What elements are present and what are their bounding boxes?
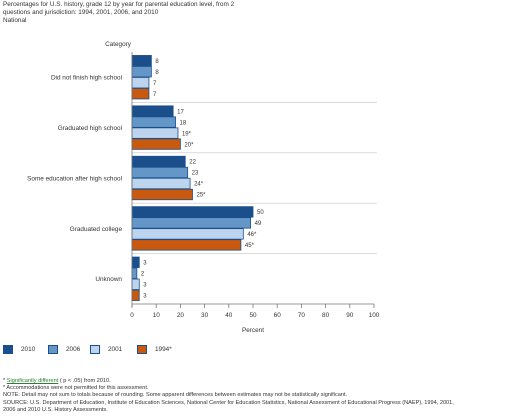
legend-swatch: [90, 345, 100, 354]
x-tick-label: 80: [322, 312, 330, 319]
bar-value-label: 3: [143, 283, 147, 289]
bar-value-label: 19*: [182, 131, 192, 137]
bar-value-label: 50: [257, 210, 264, 216]
category-label: Graduated college: [70, 226, 123, 233]
bar-value-label: 3: [143, 294, 147, 300]
accommodations-note: * Accommodations were not permitted for …: [3, 385, 149, 392]
significance-link[interactable]: Significantly different: [6, 378, 59, 384]
bar-value-label: 17: [177, 109, 184, 115]
legend-item: 1994*: [137, 345, 172, 354]
x-tick-label: 20: [177, 312, 185, 319]
jurisdiction-label: National: [3, 17, 27, 25]
bar-value-label: 20*: [184, 142, 194, 148]
significance-star: *: [3, 378, 6, 384]
legend-item: 2006: [48, 345, 80, 354]
bar: [131, 239, 242, 251]
bar: [131, 217, 251, 229]
legend-swatch: [137, 345, 147, 354]
x-tick-label: 10: [153, 312, 161, 319]
x-tick-label: 100: [369, 312, 380, 319]
category-label: Unknown: [95, 276, 122, 283]
bar-value-label: 46*: [247, 232, 257, 238]
bar: [131, 155, 186, 168]
bar-value-label: 25*: [197, 193, 207, 199]
bar-value-label: 2: [141, 272, 145, 278]
bar-chart: Category Did not finish high school 8 8 7 7 Gr…: [27, 41, 380, 334]
bar: [131, 88, 150, 100]
x-tick-label: 50: [249, 312, 257, 319]
legend-swatch: [48, 345, 58, 354]
bar-value-label: 7: [153, 92, 157, 98]
source-note-line-1: SOURCE: U.S. Department of Education, In…: [3, 399, 454, 406]
x-tick-label: 0: [130, 312, 134, 319]
bar-value-label: 7: [153, 81, 157, 87]
bar-value-label: 24*: [194, 182, 204, 188]
significance-note: * Significantly different ( p < .05) fro…: [3, 378, 523, 385]
rounding-note: NOTE: Detail may not sum to totals becau…: [3, 392, 348, 399]
bar: [131, 116, 176, 128]
bar-value-label: 8: [155, 59, 159, 65]
bar-value-label: 49: [255, 221, 262, 227]
bar: [131, 206, 254, 218]
legend-label: 2006: [66, 346, 81, 353]
category-label: Some education after high school: [27, 175, 122, 182]
x-tick-label: 90: [346, 312, 354, 319]
legend-item: 2001: [90, 345, 122, 354]
bar: [131, 55, 152, 67]
bar: [131, 267, 138, 279]
bar: [131, 278, 140, 290]
legend-label: 2001: [108, 346, 123, 353]
category-label: Did not finish high school: [51, 75, 122, 82]
bar: [131, 66, 152, 78]
x-tick-label: 30: [201, 312, 209, 319]
bar: [131, 166, 189, 179]
bar: [131, 177, 191, 190]
legend-swatch: [3, 345, 13, 354]
source-note-line-2: 2006 and 2010 U.S. History Assessments.: [3, 406, 108, 413]
bar: [131, 105, 174, 117]
bar-value-label: 18: [180, 120, 187, 126]
chart-title-line-1: Percentages for U.S. history, grade 12 b…: [3, 1, 235, 8]
significance-text: ( p < .05) from 2010.: [59, 378, 111, 384]
bar: [131, 228, 244, 240]
legend-item: 2010: [3, 345, 35, 354]
bar: [131, 127, 179, 139]
bar-value-label: 23: [192, 171, 199, 177]
x-tick-label: 70: [298, 312, 306, 319]
legend-label: 2010: [21, 346, 36, 353]
bar: [131, 289, 140, 301]
bar-value-label: 45*: [245, 243, 255, 249]
bar: [131, 138, 181, 150]
bar-value-label: 3: [143, 261, 147, 267]
x-axis-title: Percent: [242, 327, 264, 334]
bar: [131, 256, 140, 268]
bar-value-label: 22: [189, 160, 196, 166]
x-tick-label: 60: [274, 312, 282, 319]
bar: [131, 188, 193, 201]
chart-footnotes: * Significantly different ( p < .05) fro…: [3, 378, 523, 414]
category-axis-title: Category: [105, 41, 132, 48]
bar-value-label: 8: [155, 70, 159, 76]
chart-header: Percentages for U.S. history, grade 12 b…: [3, 1, 518, 26]
chart-title-line-2: questions and jurisdiction: 1994, 2001, …: [3, 9, 159, 17]
x-tick-label: 40: [225, 312, 233, 319]
bar: [131, 77, 150, 89]
category-label: Graduated high school: [58, 125, 122, 132]
legend-label: 1994*: [155, 346, 172, 353]
